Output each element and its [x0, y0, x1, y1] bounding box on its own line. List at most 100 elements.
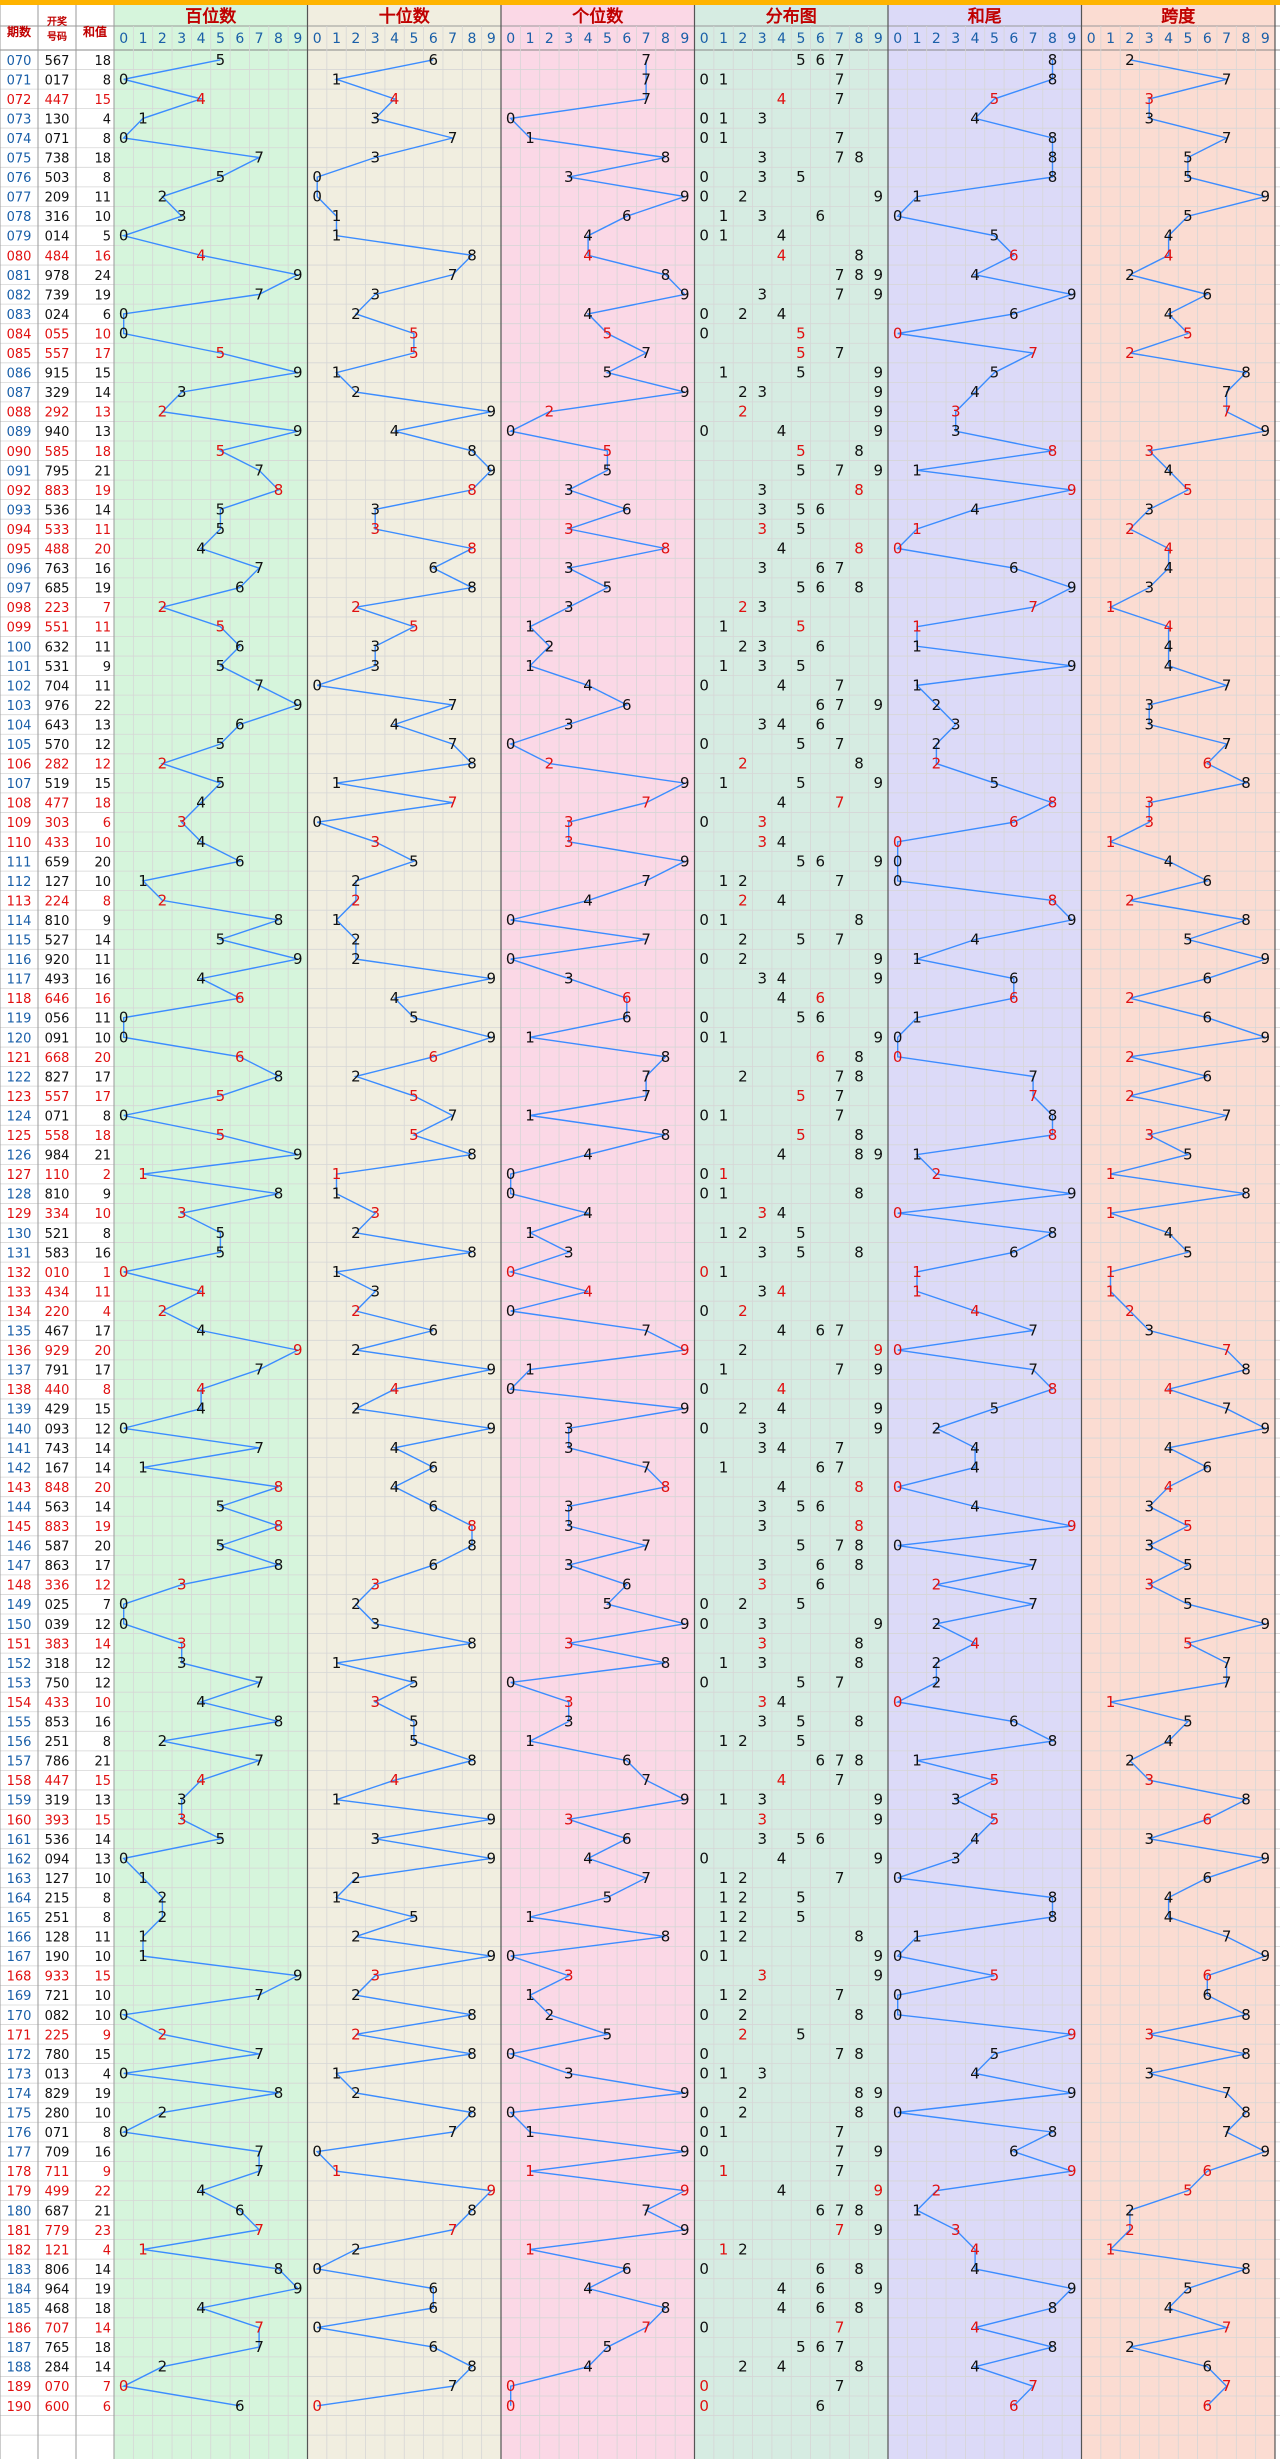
dist-mark: 6 [816, 579, 826, 597]
period-cell: 139 [7, 1403, 32, 1418]
tail-mark: 0 [893, 1341, 903, 1359]
digit-mark: 2 [545, 2006, 555, 2024]
dist-mark: 5 [796, 1595, 806, 1613]
digit-mark: 9 [680, 2182, 690, 2200]
number-cell: 687 [45, 2204, 70, 2219]
span-mark: 3 [1144, 500, 1154, 518]
digit-mark: 7 [254, 2338, 264, 2356]
sum-cell: 9 [103, 2165, 111, 2180]
sum-cell: 12 [94, 738, 111, 753]
span-mark: 8 [1241, 364, 1251, 382]
header-period: 期数 [7, 24, 32, 39]
digit-mark: 7 [254, 2319, 264, 2337]
digit-mark: 4 [196, 2182, 206, 2200]
dist-mark: 6 [816, 696, 826, 714]
period-cell: 172 [7, 2048, 32, 2063]
tail-mark: 6 [1009, 1243, 1019, 1261]
digit-mark: 4 [583, 676, 593, 694]
period-cell: 134 [7, 1305, 32, 1320]
digit-mark: 3 [370, 1830, 380, 1848]
span-mark: 3 [1144, 1322, 1154, 1340]
digit-mark: 2 [351, 1067, 361, 1085]
number-cell: 468 [45, 2302, 70, 2317]
span-mark: 9 [1261, 950, 1271, 968]
dist-mark: 6 [816, 1830, 826, 1848]
number-cell: 750 [45, 1676, 70, 1691]
digit-mark: 7 [641, 1067, 651, 1085]
sum-cell: 16 [94, 2146, 111, 2161]
tail-mark: 8 [1048, 1732, 1058, 1750]
span-mark: 6 [1203, 1067, 1213, 1085]
number-cell: 920 [45, 953, 70, 968]
sum-cell: 14 [94, 1500, 111, 1515]
dist-mark: 4 [777, 676, 787, 694]
sum-cell: 19 [94, 1520, 111, 1535]
digit-label: 5 [216, 31, 225, 47]
dist-mark: 6 [816, 2201, 826, 2219]
digit-mark: 6 [235, 989, 245, 1007]
span-mark: 5 [1183, 149, 1193, 167]
digit-mark: 6 [622, 1830, 632, 1848]
digit-mark: 1 [332, 227, 342, 245]
dist-mark: 6 [816, 1458, 826, 1476]
period-cell: 079 [7, 230, 32, 245]
sum-cell: 12 [94, 1657, 111, 1672]
dist-mark: 7 [835, 90, 845, 108]
dist-mark: 9 [874, 1810, 884, 1828]
span-mark: 4 [1164, 1732, 1174, 1750]
dist-mark: 3 [757, 970, 767, 988]
dist-mark: 4 [777, 1282, 787, 1300]
period-cell: 156 [7, 1735, 32, 1750]
period-cell: 120 [7, 1031, 32, 1046]
dist-mark: 6 [816, 2260, 826, 2278]
dist-mark: 5 [796, 500, 806, 518]
sum-cell: 19 [94, 2282, 111, 2297]
period-cell: 093 [7, 503, 32, 518]
number-cell: 827 [45, 1070, 70, 1085]
digit-label: 9 [293, 31, 302, 47]
number-cell: 711 [45, 2165, 70, 2180]
digit-mark: 5 [216, 1537, 226, 1555]
number-cell: 484 [45, 249, 70, 264]
period-cell: 167 [7, 1950, 32, 1965]
tail-mark: 9 [1067, 911, 1077, 929]
sum-cell: 13 [94, 406, 111, 421]
digit-mark: 5 [409, 1009, 419, 1027]
span-mark: 5 [1183, 207, 1193, 225]
number-cell: 319 [45, 1794, 70, 1809]
dist-mark: 3 [757, 1830, 767, 1848]
tail-mark: 7 [1028, 1556, 1038, 1574]
sum-cell: 18 [94, 1129, 111, 1144]
period-cell: 190 [7, 2400, 32, 2415]
digit-mark: 1 [332, 207, 342, 225]
dist-mark: 4 [777, 1146, 787, 1164]
digit-mark: 8 [274, 1478, 284, 1496]
number-cell: 071 [45, 1109, 70, 1124]
digit-mark: 4 [196, 1282, 206, 1300]
digit-mark: 6 [235, 852, 245, 870]
digit-mark: 0 [119, 1009, 129, 1027]
dist-mark: 0 [699, 2143, 709, 2161]
digit-mark: 9 [680, 2143, 690, 2161]
digit-mark: 5 [216, 1126, 226, 1144]
digit-mark: 7 [254, 2221, 264, 2239]
digit-mark: 3 [177, 1810, 187, 1828]
ones-trend-line [508, 59, 688, 2406]
dist-mark: 2 [738, 2104, 748, 2122]
dist-mark: 4 [777, 1400, 787, 1418]
digit-mark: 1 [525, 657, 535, 675]
digit-mark: 0 [119, 1419, 129, 1437]
tail-mark: 9 [1067, 657, 1077, 675]
tail-mark: 9 [1067, 285, 1077, 303]
span-mark: 1 [1106, 1693, 1116, 1711]
digit-label: 3 [564, 31, 573, 47]
digit-mark: 7 [254, 1986, 264, 2004]
dist-mark: 2 [738, 931, 748, 949]
sum-cell: 8 [103, 1911, 111, 1926]
digit-mark: 4 [196, 970, 206, 988]
period-cell: 173 [7, 2067, 32, 2082]
digit-mark: 2 [351, 1986, 361, 2004]
span-mark: 6 [1203, 1967, 1213, 1985]
dist-mark: 0 [699, 1595, 709, 1613]
number-cell: 224 [45, 894, 70, 909]
